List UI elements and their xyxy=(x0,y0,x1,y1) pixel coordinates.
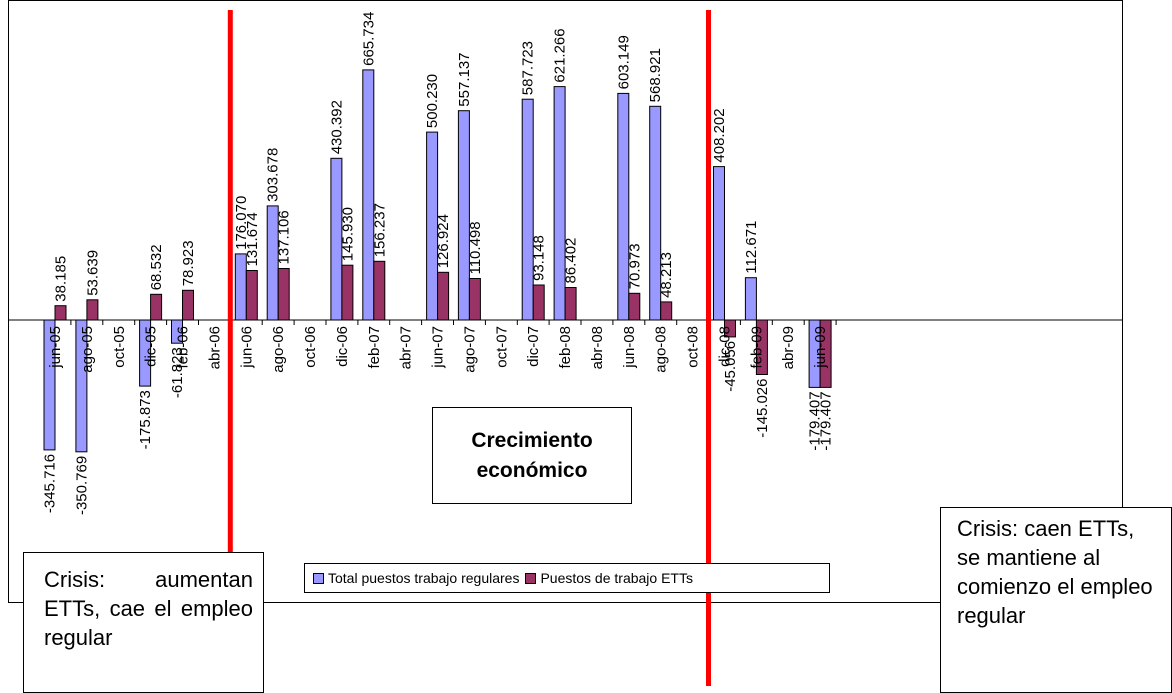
left-crisis-annotation-text: Crisis: aumentan ETTs, cae el empleo reg… xyxy=(44,567,253,650)
legend-item-ett: Puestos de trabajo ETTs xyxy=(525,570,693,586)
data-label-total-dic-08: 408.202 xyxy=(711,108,728,162)
data-label-total-jun-05: -345.716 xyxy=(42,454,59,513)
bar-ett-ago-06 xyxy=(277,268,290,321)
tick-label-abr-09: abr-09 xyxy=(780,326,797,369)
bar-total-feb-08 xyxy=(553,86,566,321)
bar-ett-dic-06 xyxy=(341,264,354,321)
data-label-ett-jun-09: -179.407 xyxy=(818,391,835,450)
data-label-ett-dic-06: 145.930 xyxy=(339,207,356,261)
legend-swatch-ett xyxy=(525,572,537,584)
tick-label-ago-05: ago-05 xyxy=(79,326,96,373)
right-crisis-annotation-text: Crisis: caen ETTs, se mantiene al comien… xyxy=(957,516,1153,628)
data-label-ett-jun-05: 38.185 xyxy=(53,256,70,302)
data-label-ett-jun-07: 126.924 xyxy=(435,214,452,268)
chart-area xyxy=(8,0,1123,603)
bar-ett-jun-05 xyxy=(54,305,67,321)
tick-label-abr-07: abr-07 xyxy=(398,326,415,369)
left-crisis-annotation: Crisis: aumentan ETTs, cae el empleo reg… xyxy=(23,552,264,693)
bar-total-feb-07 xyxy=(362,69,375,321)
tick-label-ago-08: ago-08 xyxy=(653,326,670,373)
bar-ett-ago-07 xyxy=(468,278,481,321)
bar-ett-jun-06 xyxy=(245,270,258,321)
data-label-ett-dic-07: 93.148 xyxy=(531,235,548,281)
data-label-ett-dic-08: -45.056 xyxy=(722,341,739,392)
tick-label-feb-07: feb-07 xyxy=(366,326,383,369)
tick-label-oct-08: oct-08 xyxy=(685,326,702,368)
bar-ett-feb-07 xyxy=(373,260,386,321)
data-label-ett-jun-08: 70.973 xyxy=(626,243,643,289)
data-label-ett-feb-08: 86.402 xyxy=(563,238,580,284)
bar-ett-feb-06 xyxy=(182,289,194,321)
tick-label-jun-09: jun-09 xyxy=(812,326,829,369)
bar-ett-jun-07 xyxy=(437,271,450,321)
tick-label-dic-08: dic-08 xyxy=(717,326,734,367)
data-label-total-jun-09: -179.407 xyxy=(807,391,824,450)
tick-label-oct-06: oct-06 xyxy=(302,326,319,368)
bar-total-ago-07 xyxy=(457,110,470,321)
bar-total-dic-08 xyxy=(713,166,725,321)
tick-label-dic-05: dic-05 xyxy=(143,326,160,367)
data-label-total-ago-06: 303.678 xyxy=(265,148,282,202)
tick-label-feb-08: feb-08 xyxy=(557,326,574,369)
data-label-total-feb-07: 665.734 xyxy=(360,12,377,66)
growth-annotation-text: Crecimiento económico xyxy=(471,428,593,482)
data-label-total-jun-08: 603.149 xyxy=(615,35,632,89)
bar-ett-dic-05 xyxy=(150,293,163,321)
data-label-total-dic-06: 430.392 xyxy=(328,100,345,154)
data-label-ett-ago-06: 137.106 xyxy=(276,210,293,264)
tick-label-dic-06: dic-06 xyxy=(334,326,351,367)
tick-label-oct-07: oct-07 xyxy=(493,326,510,368)
data-label-total-ago-07: 557.137 xyxy=(456,52,473,106)
bar-ett-dic-07 xyxy=(532,284,545,321)
bar-ett-feb-08 xyxy=(564,287,577,321)
legend-swatch-total xyxy=(313,572,324,584)
data-label-ett-ago-08: 48.213 xyxy=(658,252,675,298)
tick-label-oct-05: oct-05 xyxy=(111,326,128,368)
tick-label-jun-05: jun-05 xyxy=(47,326,64,369)
data-label-total-ago-08: 568.921 xyxy=(647,48,664,102)
right-crisis-annotation: Crisis: caen ETTs, se mantiene al comien… xyxy=(940,507,1172,693)
data-label-ett-feb-09: -145.026 xyxy=(754,379,771,438)
tick-label-jun-08: jun-08 xyxy=(621,326,638,369)
tick-label-jun-06: jun-06 xyxy=(238,326,255,369)
data-label-ett-dic-05: 68.532 xyxy=(148,244,165,290)
tick-label-dic-07: dic-07 xyxy=(525,326,542,367)
data-label-total-dic-07: 587.723 xyxy=(520,41,537,95)
bar-ett-ago-05 xyxy=(86,299,99,321)
data-label-total-dic-05: -175.873 xyxy=(137,390,154,449)
bar-ett-ago-08 xyxy=(660,301,673,321)
data-label-ett-feb-07: 156.237 xyxy=(371,203,388,257)
data-label-total-jun-07: 500.230 xyxy=(424,74,441,128)
data-label-ett-jun-06: 131.674 xyxy=(244,212,261,266)
tick-label-jun-07: jun-07 xyxy=(430,326,447,369)
tick-label-abr-06: abr-06 xyxy=(206,326,223,369)
data-label-total-jun-06: 176.070 xyxy=(233,196,250,250)
data-label-total-ago-05: -350.769 xyxy=(73,456,90,515)
chart-legend: Total puestos trabajo regulares Puestos … xyxy=(304,563,830,593)
tick-label-feb-09: feb-09 xyxy=(748,326,765,369)
legend-label-total: Total puestos trabajo regulares xyxy=(328,570,520,586)
tick-label-abr-08: abr-08 xyxy=(589,326,606,369)
data-label-ett-ago-07: 110.498 xyxy=(467,221,484,274)
data-label-total-feb-09: 112.671 xyxy=(743,221,760,274)
tick-label-ago-07: ago-07 xyxy=(461,326,478,373)
data-label-ett-feb-06: 78.923 xyxy=(180,240,197,286)
legend-item-total: Total puestos trabajo regulares xyxy=(313,570,519,586)
bar-ett-jun-08 xyxy=(628,292,641,321)
bar-total-feb-09 xyxy=(744,277,757,321)
growth-annotation: Crecimiento económico xyxy=(432,407,632,504)
legend-label-ett: Puestos de trabajo ETTs xyxy=(540,570,693,586)
tick-label-feb-06: feb-06 xyxy=(175,326,192,369)
data-label-ett-ago-05: 53.639 xyxy=(84,250,101,296)
data-label-total-feb-08: 621.266 xyxy=(552,28,569,82)
data-label-total-feb-06: -61.823 xyxy=(169,347,186,398)
tick-label-ago-06: ago-06 xyxy=(270,326,287,373)
bar-total-dic-07 xyxy=(521,98,534,321)
